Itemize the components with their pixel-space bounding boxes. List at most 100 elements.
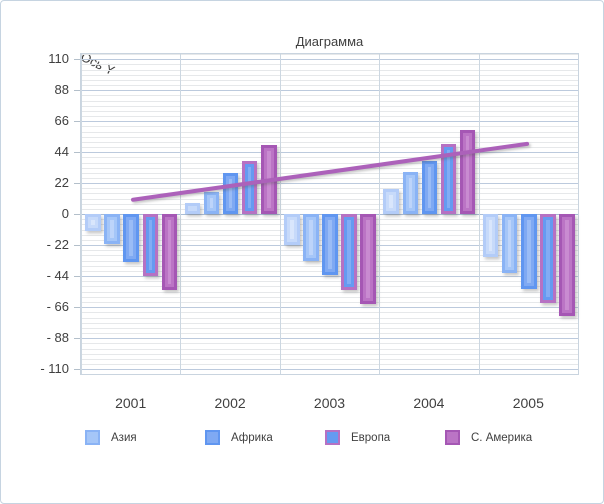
y-axis-tick-label: - 22 [46,237,69,253]
minor-gridline [81,281,578,282]
minor-gridline [81,286,578,287]
bar-series1-2005 [482,214,499,257]
y-axis-tickmark [74,338,81,340]
minor-gridline [81,354,578,355]
x-axis-tick-label-2002: 2002 [214,395,246,411]
legend-label: Африка [231,431,273,444]
major-gridline [81,90,578,92]
bar-series1-2001 [85,214,101,232]
vertical-gridline [81,54,82,374]
legend-swatch-icon [205,430,220,445]
y-axis-tickmark [74,183,81,185]
x-axis-tick-label-2003: 2003 [313,395,346,411]
y-axis-tick-label: 44 [54,144,69,160]
vertical-gridline [478,54,480,374]
y-axis-tick-label: 88 [54,82,69,98]
minor-gridline [81,106,578,107]
minor-gridline [81,364,578,365]
bar-Африка-2003 [322,214,338,275]
minor-gridline [81,142,578,143]
y-axis-tick-label: - 44 [46,268,69,284]
y-axis-tickmark [74,245,81,247]
bar-series1-2003 [284,214,300,246]
legend-item-Азия: Азия [85,429,137,446]
bar-Азия-2003 [303,214,319,261]
y-axis-tickmark [74,214,81,216]
vertical-gridline [279,54,281,374]
bar-Европа-2002 [241,160,258,215]
bar-series1-2002 [184,203,201,215]
major-gridline [81,276,578,278]
minor-gridline [81,85,578,86]
vertical-gridline [180,54,182,374]
minor-gridline [81,333,578,334]
bar-Азия-2002 [203,191,220,215]
major-gridline [81,369,578,371]
minor-gridline [81,111,578,112]
y-axis-tickmark [74,152,81,154]
major-gridline [81,152,578,154]
x-axis-tick-label-2005: 2005 [512,395,544,411]
minor-gridline [81,318,578,319]
minor-gridline [81,137,578,138]
minor-gridline [81,349,578,350]
minor-gridline [81,173,578,174]
minor-gridline [81,157,578,158]
major-gridline [81,338,578,340]
minor-gridline [81,188,578,189]
y-axis-tick-label: 22 [54,175,69,191]
minor-gridline [81,297,578,298]
x-axis-tick-label-2004: 2004 [413,395,445,411]
y-axis-tick-label: - 88 [46,330,69,346]
minor-gridline [81,75,578,76]
minor-gridline [81,328,578,329]
plot-area-border [80,53,579,375]
minor-gridline [81,292,578,293]
bar-Азия-2001 [104,214,120,244]
bar-Африка-2004 [421,160,438,215]
minor-gridline [81,101,578,102]
bar-С. Америка-2005 [559,214,575,316]
legend-item-Европа: Европа [325,429,390,446]
vertical-gridline [379,54,381,374]
minor-gridline [81,147,578,148]
minor-gridline [81,80,578,81]
x-axis-tick-label-2001: 2001 [115,395,147,411]
minor-gridline [81,302,578,303]
bar-С. Америка-2003 [360,214,376,305]
y-axis-tick-label: - 66 [46,299,69,315]
major-gridline [81,59,578,61]
y-axis-tick-label: - 110 [40,361,69,377]
bar-Европа-2005 [540,214,556,304]
minor-gridline [81,343,578,344]
minor-gridline [81,359,578,360]
minor-gridline [81,178,578,179]
bar-series1-2004 [383,188,399,215]
minor-gridline [81,199,578,200]
bar-С. Америка-2004 [459,129,476,215]
minor-gridline [81,64,578,65]
bar-Африка-2001 [123,214,139,263]
minor-gridline [81,54,578,55]
minor-gridline [81,168,578,169]
major-gridline [81,121,578,123]
bar-Европа-2001 [142,214,158,277]
legend-item-С. Америка: С. Америка [445,429,532,446]
chart-title: Диаграмма [295,34,364,49]
y-axis-tickmark [74,276,81,278]
minor-gridline [81,126,578,127]
legend-swatch-icon [445,430,460,445]
legend-item-Африка: Африка [205,429,273,446]
y-axis-tick-label: 66 [54,113,69,129]
y-axis-tickmark [74,121,81,123]
major-gridline [81,307,578,309]
bar-Африка-2005 [521,214,537,289]
bar-Африка-2002 [222,173,239,215]
y-axis-tickmark [74,59,81,61]
minor-gridline [81,193,578,194]
bar-Азия-2004 [402,172,418,215]
major-gridline [81,183,578,185]
minor-gridline [81,204,578,205]
y-axis-tickmark [74,307,81,309]
